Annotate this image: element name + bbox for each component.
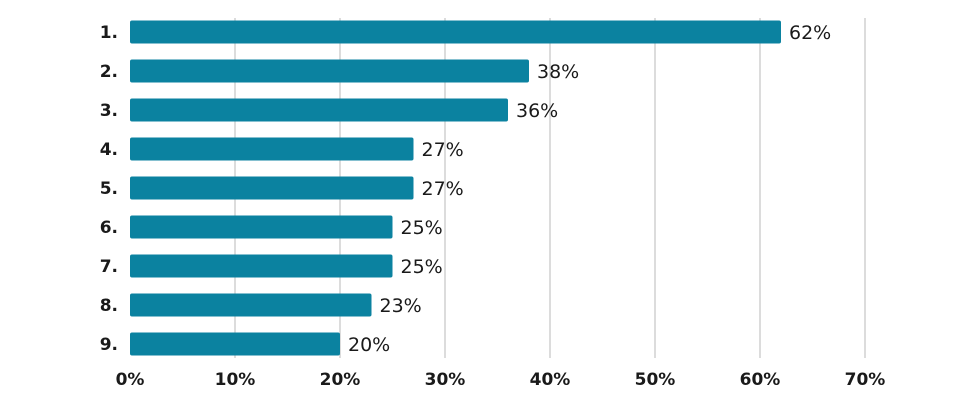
bar — [130, 137, 414, 161]
data-label: 36% — [516, 100, 558, 122]
bar — [130, 20, 781, 44]
bar — [130, 254, 393, 278]
x-tick-label: 60% — [740, 370, 781, 390]
bar — [130, 59, 529, 83]
bars — [130, 20, 781, 356]
x-tick-label: 70% — [845, 370, 886, 390]
data-label: 23% — [380, 295, 422, 317]
data-label: 27% — [422, 178, 464, 200]
x-tick-label: 10% — [215, 370, 256, 390]
x-tick-label: 30% — [425, 370, 466, 390]
category-label: 7. — [100, 257, 118, 277]
x-tick-label: 50% — [635, 370, 676, 390]
category-label: 9. — [100, 335, 118, 355]
data-label: 38% — [537, 61, 579, 83]
data-labels: 62% 38% 36% 27% 27% 25% 25% 23% 20% — [348, 22, 831, 356]
category-label: 5. — [100, 179, 118, 199]
x-tick-label: 20% — [320, 370, 361, 390]
x-tick-label: 40% — [530, 370, 571, 390]
bar — [130, 98, 508, 122]
x-axis-tick-labels: 0% 10% 20% 30% 40% 50% 60% 70% — [116, 370, 886, 390]
bar — [130, 176, 414, 200]
category-label: 4. — [100, 140, 118, 160]
x-tick-label: 0% — [116, 370, 145, 390]
bar — [130, 293, 372, 317]
data-label: 27% — [422, 139, 464, 161]
bar — [130, 215, 393, 239]
data-label: 62% — [789, 22, 831, 44]
bar — [130, 332, 340, 356]
category-label: 6. — [100, 218, 118, 238]
data-label: 20% — [348, 334, 390, 356]
category-label: 1. — [100, 23, 118, 43]
data-label: 25% — [401, 256, 443, 278]
category-label: 2. — [100, 62, 118, 82]
data-label: 25% — [401, 217, 443, 239]
category-label: 3. — [100, 101, 118, 121]
category-labels: 1. 2. 3. 4. 5. 6. 7. 8. 9. — [100, 23, 118, 355]
category-label: 8. — [100, 296, 118, 316]
